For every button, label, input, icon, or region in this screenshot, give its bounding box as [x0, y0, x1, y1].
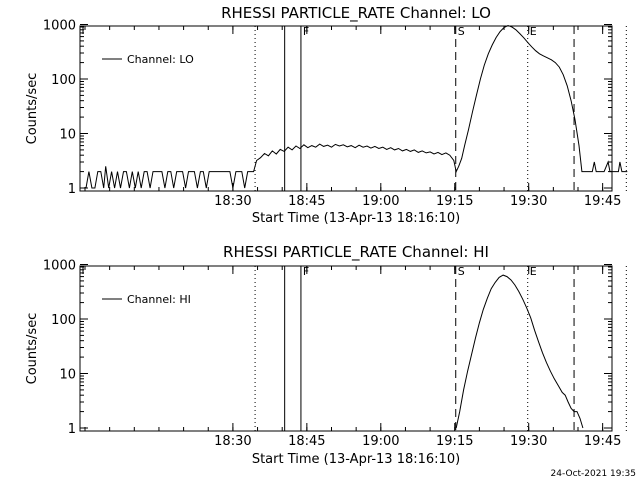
legend-label: Channel: HI	[127, 293, 191, 306]
y-axis-label: Counts/sec	[25, 73, 40, 145]
x-tick-label: 19:45	[584, 434, 621, 449]
x-tick-label: 19:00	[362, 194, 399, 209]
x-tick-label: 18:45	[288, 434, 325, 449]
time-marker-label: F	[303, 25, 309, 38]
time-marker-label: F	[303, 265, 309, 278]
plot-frame	[79, 25, 613, 192]
y-tick-label: 1	[68, 422, 76, 437]
x-tick-label: 19:45	[584, 194, 621, 209]
y-tick-label: 100	[51, 313, 76, 328]
x-axis-label: Start Time (13-Apr-13 18:16:10)	[252, 452, 460, 467]
x-tick-label: 19:15	[436, 194, 473, 209]
x-tick-label: 19:15	[436, 434, 473, 449]
time-marker-label: S	[458, 265, 465, 278]
time-marker-label: E	[530, 25, 537, 38]
x-tick-label: 19:30	[510, 434, 547, 449]
x-tick-label: 18:30	[214, 194, 251, 209]
y-tick-label: 10	[59, 368, 76, 383]
time-marker-label: S	[458, 25, 465, 38]
y-tick-label: 100	[51, 73, 76, 88]
x-axis-label: Start Time (13-Apr-13 18:16:10)	[252, 211, 460, 226]
time-marker-label: E	[530, 265, 537, 278]
x-tick-label: 19:00	[362, 434, 399, 449]
chart-title: RHESSI PARTICLE_RATE Channel: HI	[223, 243, 489, 262]
series-line-channello	[85, 24, 628, 189]
y-tick-label: 10	[59, 128, 76, 143]
timestamp-label: 24-Oct-2021 19:35	[551, 469, 636, 479]
y-tick-label: 1	[68, 182, 76, 197]
x-tick-label: 18:45	[288, 194, 325, 209]
series-line-channelhi	[455, 274, 584, 429]
legend-label: Channel: LO	[127, 53, 194, 66]
chart-title: RHESSI PARTICLE_RATE Channel: LO	[221, 4, 491, 23]
y-axis-label: Counts/sec	[25, 313, 40, 385]
x-tick-label: 18:30	[214, 434, 251, 449]
x-tick-label: 19:30	[510, 194, 547, 209]
plot-frame	[79, 265, 613, 432]
y-tick-label: 1000	[43, 19, 76, 34]
y-tick-label: 1000	[43, 259, 76, 274]
